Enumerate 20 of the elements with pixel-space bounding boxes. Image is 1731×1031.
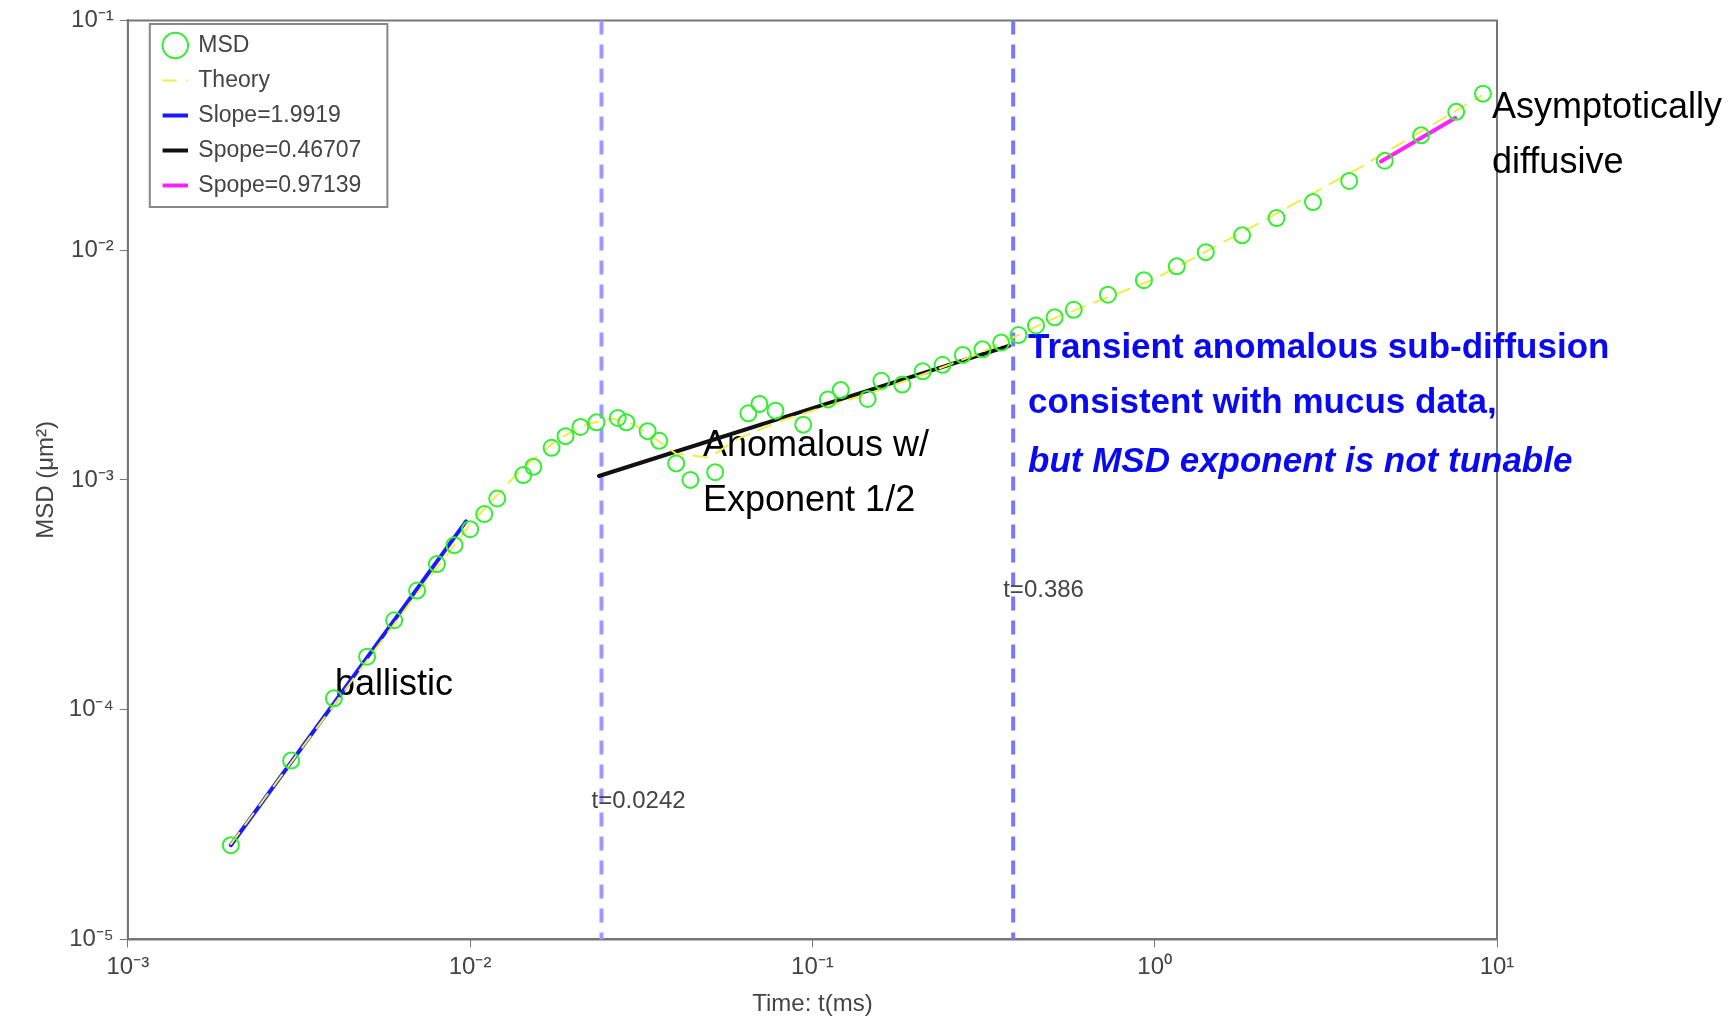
y-tick-label: 10⁻¹ bbox=[71, 5, 114, 33]
x-tick-label: 10⁰ bbox=[1137, 952, 1173, 980]
y-tick-label: 10⁻⁵ bbox=[69, 924, 114, 952]
legend-label: Spope=0.46707 bbox=[198, 135, 362, 162]
y-tick-label: 10⁻² bbox=[71, 234, 114, 262]
legend-label: Theory bbox=[198, 65, 271, 92]
y-tick-label: 10⁻⁴ bbox=[68, 694, 114, 722]
y-axis-title: MSD (μm²) bbox=[31, 421, 59, 539]
x-tick-label: 10⁻¹ bbox=[791, 952, 834, 980]
x-tick-label: 10⁻² bbox=[448, 952, 492, 980]
x-tick-label: 10⁻³ bbox=[106, 952, 150, 980]
y-tick-label: 10⁻³ bbox=[71, 464, 114, 492]
x-axis-title: Time: t(ms) bbox=[752, 989, 873, 1017]
legend-label: Slope=1.9919 bbox=[198, 100, 341, 127]
annotation: Asymptotically diffusive bbox=[1492, 84, 1723, 181]
legend-label: MSD bbox=[198, 30, 250, 57]
ref-line-label: t=0.0242 bbox=[591, 786, 686, 814]
ref-line-label: t=0.386 bbox=[1003, 574, 1084, 602]
x-tick-label: 10¹ bbox=[1479, 952, 1515, 980]
legend-label: Spope=0.97139 bbox=[198, 170, 362, 197]
